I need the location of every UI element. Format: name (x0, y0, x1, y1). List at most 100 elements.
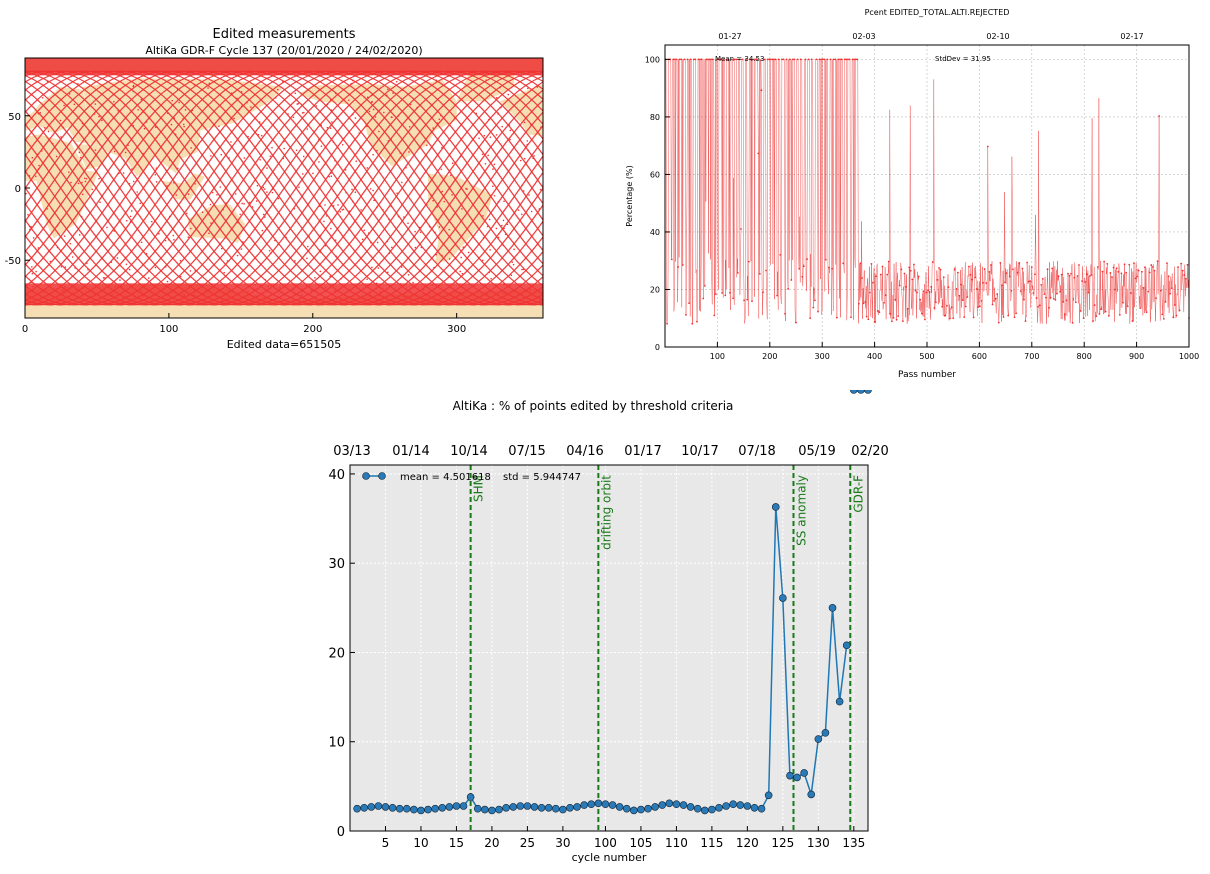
edited-point (504, 233, 507, 236)
edited-point (351, 188, 353, 191)
edited-point (56, 224, 59, 227)
pass-point (821, 58, 824, 61)
pass-point (788, 58, 791, 61)
edited-point (110, 261, 113, 264)
edited-point (510, 274, 513, 276)
edited-point (258, 121, 261, 123)
pass-point (824, 258, 827, 261)
edited-point (482, 214, 484, 217)
edited-point (266, 191, 268, 193)
edited-point (326, 126, 329, 129)
cycle-point (367, 803, 376, 811)
edited-point (102, 277, 105, 279)
cycle-x-tick-label: 30 (555, 836, 570, 850)
pass-point (1137, 269, 1140, 272)
pass-point (826, 58, 829, 61)
edited-point (248, 201, 251, 204)
cycle-point (410, 805, 418, 814)
edited-point (391, 116, 393, 119)
pass-point (1100, 308, 1102, 311)
edited-point (324, 204, 326, 206)
edited-point (277, 243, 279, 246)
pass-point (1029, 280, 1032, 283)
pass-point (724, 294, 727, 297)
cycle-x-tick-label: 105 (629, 836, 652, 850)
edited-point (166, 280, 169, 283)
edited-point (325, 215, 328, 217)
edited-point (41, 96, 44, 99)
edited-point (243, 203, 245, 205)
edited-point (218, 125, 220, 127)
pass-title: Pcent EDITED_TOTAL.ALTI.REJECTED (865, 8, 1010, 17)
edited-point (312, 172, 314, 175)
cycle-point (516, 802, 525, 810)
edited-point (207, 87, 209, 89)
pass-point (955, 287, 958, 290)
pass-point (1183, 274, 1186, 276)
cycle-point (850, 386, 858, 394)
pass-point (946, 304, 948, 307)
edited-point (39, 111, 42, 114)
pass-x-tick-label: 700 (1024, 352, 1039, 361)
edited-point (164, 265, 167, 268)
edited-point (376, 241, 379, 244)
edited-point (301, 173, 304, 175)
pass-point (818, 58, 821, 61)
edited-point (85, 177, 88, 180)
pass-point (957, 271, 959, 274)
edited-point (451, 162, 454, 165)
cycle-point (807, 790, 816, 799)
edited-point (127, 144, 129, 147)
pass-point (1136, 275, 1139, 278)
edited-point (433, 266, 435, 269)
cycle-background (350, 465, 868, 831)
edited-point (460, 256, 463, 259)
cycle-point (743, 802, 752, 810)
edited-point (412, 281, 414, 284)
ground-track (25, 70, 543, 306)
pass-point (710, 58, 713, 61)
edited-point (209, 203, 212, 206)
pass-point (1035, 297, 1038, 299)
edited-point (55, 155, 58, 158)
edited-point (329, 275, 332, 278)
pass-x-tick-label: 800 (1077, 352, 1092, 361)
pass-point (1078, 264, 1080, 266)
cycle-point (381, 803, 390, 811)
cycle-point (360, 803, 368, 812)
edited-point (330, 172, 332, 174)
edited-point (501, 125, 504, 128)
edited-point (369, 188, 372, 190)
edited-point (88, 131, 90, 133)
pass-point (905, 285, 907, 288)
pass-point (735, 58, 738, 61)
pass-point (960, 283, 962, 286)
pass-point (1081, 280, 1084, 282)
edited-point (98, 177, 100, 180)
edited-point (331, 121, 333, 123)
pass-point (752, 58, 755, 61)
cycle-point (630, 806, 638, 815)
pass-point (793, 58, 796, 61)
edited-point (141, 295, 144, 297)
edited-point (371, 266, 373, 269)
edited-point (419, 231, 422, 234)
pass-point (708, 58, 711, 61)
cycle-point (779, 594, 787, 602)
edited-point (183, 125, 185, 128)
pass-point (820, 58, 823, 61)
edited-point (326, 103, 329, 106)
edited-point (432, 199, 434, 202)
edited-point (260, 134, 263, 137)
edited-point (104, 277, 106, 279)
pass-point (699, 58, 702, 61)
pass-point (1133, 262, 1135, 264)
edited-point (375, 282, 378, 285)
edited-point (236, 254, 239, 257)
edited-point (131, 168, 133, 170)
pass-point (1073, 276, 1076, 279)
land-india (122, 154, 152, 177)
pass-point (773, 58, 775, 61)
edited-point (481, 153, 484, 156)
cycle-point (651, 803, 659, 811)
